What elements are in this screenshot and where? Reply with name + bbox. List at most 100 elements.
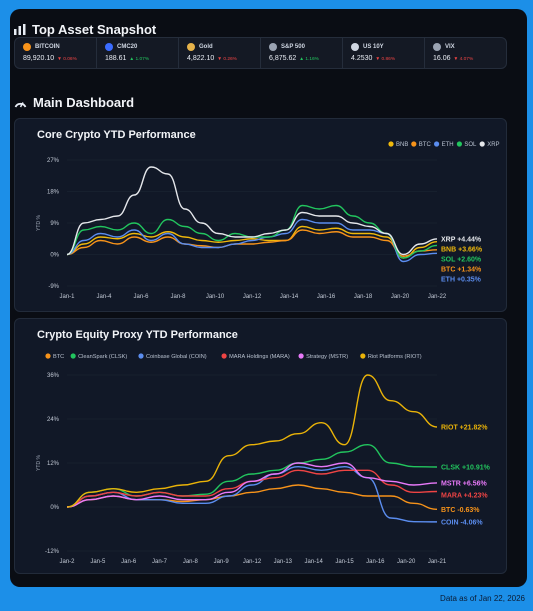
ticker-5[interactable]: VIX 16.06 ▼ 4.07% <box>425 38 506 68</box>
x-tick-label: Jan-5 <box>90 559 106 565</box>
ticker-quote: 89,920.10 ▼ 0.06% <box>23 55 96 62</box>
ticker-header: CMC20 <box>105 42 178 52</box>
series-line-eth <box>66 218 438 263</box>
ticker-name: S&P 500 <box>281 44 305 50</box>
y-tick-label: -9% <box>48 284 59 290</box>
x-tick-label: Jan-6 <box>121 559 137 565</box>
legend-swatch <box>138 353 144 359</box>
ticker-change: ▼ 0.86% <box>375 57 396 62</box>
dashboard-title: Main Dashboard <box>33 95 135 110</box>
y-tick-label: 24% <box>47 417 60 423</box>
x-tick-label: Jan-22 <box>428 294 447 300</box>
ticker-2[interactable]: Gold 4,822.10 ▼ 0.26% <box>179 38 261 68</box>
ticker-quote: 188.61 ▲ 1.07% <box>105 55 178 62</box>
y-tick-label: 36% <box>47 373 60 379</box>
legend-swatch <box>456 141 462 147</box>
x-tick-label: Jan-12 <box>243 559 262 565</box>
ticker-1[interactable]: CMC20 188.61 ▲ 1.07% <box>97 38 179 68</box>
ticker-strip: BITCOIN 89,920.10 ▼ 0.06% CMC20 188.61 ▲ 1.07… <box>14 37 507 69</box>
x-tick-label: Jan-20 <box>397 559 416 565</box>
ticker-3[interactable]: S&P 500 6,875.62 ▲ 1.16% <box>261 38 343 68</box>
legend-label: MARA Holdings (MARA) <box>229 354 290 360</box>
legend-label: BNB <box>396 142 408 148</box>
x-tick-label: Jan-21 <box>428 559 447 565</box>
legend-swatch <box>298 353 304 359</box>
series-line-bnb <box>66 225 438 259</box>
x-tick-label: Jan-16 <box>366 559 385 565</box>
gauge-icon <box>14 101 27 107</box>
ticker-name: BITCOIN <box>35 44 60 50</box>
us10y-icon <box>351 43 359 51</box>
ticker-0[interactable]: BITCOIN 89,920.10 ▼ 0.06% <box>15 38 97 68</box>
snapshot-title: Top Asset Snapshot <box>32 22 157 37</box>
x-tick-label: Jan-4 <box>96 294 112 300</box>
ticker-quote: 4.2530 ▼ 0.86% <box>351 55 424 62</box>
legend-swatch <box>411 141 417 147</box>
ticker-change: ▲ 1.07% <box>129 57 150 62</box>
end-label-btc: BTC -0.63% <box>441 507 480 514</box>
ticker-value: 4.2530 <box>351 55 373 62</box>
core-crypto-panel: Core Crypto YTD Performance XRP SOL ETH BTC… <box>14 118 507 312</box>
ticker-4[interactable]: US 10Y 4.2530 ▼ 0.86% <box>343 38 425 68</box>
y-axis-label: YTD % <box>36 455 42 471</box>
legend-swatch <box>221 353 227 359</box>
legend-swatch <box>479 141 485 147</box>
equity-proxy-chart: BTC CleanSpark (CLSK) Coinbase Global (COI… <box>36 353 491 565</box>
legend-label: Strategy (MSTR) <box>306 354 348 360</box>
x-tick-label: Jan-9 <box>214 559 230 565</box>
legend-label: ETH <box>442 142 454 148</box>
x-tick-label: Jan-7 <box>152 559 168 565</box>
series-line-coin <box>66 465 438 523</box>
data-as-of-note: Data as of Jan 22, 2026 <box>440 594 525 603</box>
x-tick-label: Jan-2 <box>59 559 75 565</box>
ticker-change: ▼ 4.07% <box>453 57 474 62</box>
ticker-header: US 10Y <box>351 42 424 52</box>
x-tick-label: Jan-16 <box>317 294 336 300</box>
ticker-header: S&P 500 <box>269 42 342 52</box>
core-crypto-chart: XRP SOL ETH BTC BNB 27% 18% 9% 0% -9% YTD % Jan-1 Ja… <box>36 141 500 300</box>
core-crypto-chart-title: Core Crypto YTD Performance <box>37 129 196 141</box>
end-label-sol: SOL +2.60% <box>441 256 482 263</box>
series-line-clsk <box>66 443 438 508</box>
ticker-change: ▼ 0.06% <box>57 57 77 62</box>
ticker-value: 16.06 <box>433 55 451 62</box>
legend-swatch <box>360 353 366 359</box>
legend-swatch <box>434 141 440 147</box>
cmc20-icon <box>105 43 113 51</box>
gold-icon <box>187 43 195 51</box>
legend-label: Coinbase Global (COIN) <box>146 354 207 360</box>
end-label-xrp: XRP +4.44% <box>441 236 482 243</box>
x-tick-label: Jan-12 <box>243 294 262 300</box>
sp500-icon <box>269 43 277 51</box>
ticker-name: CMC20 <box>117 44 138 50</box>
x-tick-label: Jan-8 <box>183 559 199 565</box>
end-label-bnb: BNB +3.66% <box>441 246 483 253</box>
ticker-quote: 4,822.10 ▼ 0.26% <box>187 55 260 62</box>
ticker-name: VIX <box>445 44 455 50</box>
series-line-btc <box>66 229 438 257</box>
end-label-eth: ETH +0.35% <box>441 276 482 283</box>
end-label-mstr: MSTR +6.56% <box>441 480 487 487</box>
series-line-mstr <box>66 462 438 508</box>
x-tick-label: Jan-18 <box>354 294 373 300</box>
y-tick-label: 9% <box>50 221 59 227</box>
ticker-name: US 10Y <box>363 44 384 50</box>
bar-chart-icon <box>14 24 26 35</box>
legend-label: BTC <box>419 142 432 148</box>
y-tick-label: 12% <box>47 461 60 467</box>
series-line-xrp <box>66 166 438 256</box>
x-tick-label: Jan-1 <box>59 294 75 300</box>
ticker-header: Gold <box>187 42 260 52</box>
vix-icon <box>433 43 441 51</box>
x-tick-label: Jan-8 <box>170 294 186 300</box>
legend-label: Riot Platforms (RIOT) <box>368 354 422 360</box>
x-tick-label: Jan-14 <box>304 559 323 565</box>
equity-proxy-panel: Crypto Equity Proxy YTD Performance BTC C… <box>14 318 507 574</box>
end-label-btc: BTC +1.34% <box>441 266 482 273</box>
legend-label: CleanSpark (CLSK) <box>78 354 127 360</box>
ticker-value: 188.61 <box>105 55 127 62</box>
ticker-header: BITCOIN <box>23 42 96 52</box>
ticker-value: 89,920.10 <box>23 55 55 62</box>
end-label-coin: COIN -4.06% <box>441 519 483 526</box>
legend-swatch <box>388 141 394 147</box>
